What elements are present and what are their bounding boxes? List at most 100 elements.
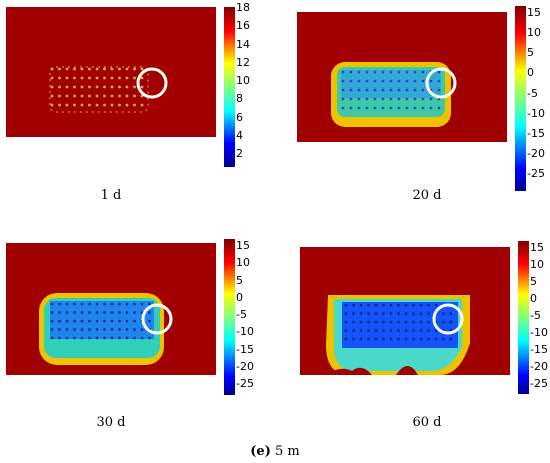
freeze-pipe-dot — [365, 70, 369, 74]
freeze-pipe-dot — [419, 312, 423, 315]
colorbar-tick-label: -25 — [236, 377, 254, 390]
freeze-pipe-dot — [373, 97, 377, 101]
freeze-pipe-dot — [73, 85, 76, 89]
freeze-pipe-dot — [357, 106, 361, 110]
freeze-pipe-dot — [140, 85, 144, 89]
colorbar-tick-label: 2 — [236, 147, 243, 160]
freeze-pipe-dot — [148, 336, 151, 340]
freeze-pipe-dot — [133, 311, 136, 314]
freeze-pipe-dot — [88, 67, 91, 71]
freeze-pipe-dot — [118, 319, 121, 323]
unfrozen-pockets — [326, 366, 418, 375]
freeze-pipe-dot — [357, 97, 361, 101]
colorbar — [224, 239, 235, 395]
colorbar-tick-label: 0 — [530, 292, 537, 305]
colorbar-tick-label: 15 — [527, 6, 541, 19]
freeze-pipe-dot — [419, 303, 423, 307]
freeze-pipe-dot — [427, 320, 430, 324]
freeze-pipe-dot — [50, 319, 54, 323]
freeze-pipe-dot — [374, 303, 378, 307]
freeze-pipe-dot — [88, 302, 91, 306]
freeze-pipe-dot — [133, 336, 136, 340]
freeze-pipe-dot — [148, 319, 151, 323]
panel-caption: 60 d — [412, 415, 442, 430]
freeze-pipe-dot — [50, 67, 54, 71]
freeze-pipe-dot — [357, 88, 361, 92]
freeze-pipe-dot — [118, 94, 121, 98]
freeze-pipe-dot — [88, 85, 91, 89]
freeze-pipe-dot — [341, 88, 345, 92]
freeze-pipe-dot — [103, 336, 106, 340]
freeze-pipe-dot — [73, 94, 76, 98]
freeze-pipe-dot — [65, 336, 69, 340]
freeze-pipe-dot — [65, 67, 69, 71]
freeze-pipe-dot — [95, 67, 99, 71]
freeze-pipe-dot — [80, 302, 84, 306]
freeze-pipe-dot — [88, 76, 91, 80]
freeze-pipe-dot — [118, 328, 121, 331]
freeze-pipe-dot — [65, 311, 69, 314]
colorbar-tick-label: 4 — [236, 128, 243, 142]
freeze-pipe-dot — [427, 329, 430, 332]
colorbar-tick-label: 10 — [527, 26, 541, 40]
freeze-pipe-dot — [110, 103, 114, 107]
freeze-pipe-dot — [421, 88, 425, 92]
freeze-pipe-dot — [133, 94, 136, 98]
freeze-pipe-dot — [80, 311, 84, 314]
freeze-pipe-dot — [125, 76, 129, 80]
freeze-pipe-dot — [352, 303, 355, 307]
freeze-pipe-dot — [73, 311, 76, 314]
freeze-pipe-dot — [389, 97, 393, 101]
freeze-pipe-dot — [374, 329, 378, 332]
freeze-pipe-dot — [140, 103, 144, 107]
figure-label: (e) — [250, 444, 271, 459]
freeze-pipe-dot — [429, 106, 433, 110]
tunnel-ring — [425, 67, 457, 99]
panel-60d — [300, 241, 550, 407]
figure-caption-text: 5 m — [274, 444, 300, 459]
freeze-pipe-dot — [118, 85, 121, 89]
freeze-pipe-dot — [50, 94, 54, 98]
freeze-pipe-dot — [95, 336, 99, 340]
freeze-pipe-dot — [381, 97, 385, 101]
freeze-pipe-dot — [344, 329, 348, 332]
freeze-pipe-dot — [341, 97, 345, 101]
freeze-pipe-dot — [110, 76, 114, 80]
freeze-pipe-dot — [381, 106, 385, 110]
freeze-pipe-dot — [421, 97, 425, 101]
freeze-pipe-dot — [95, 85, 99, 89]
freeze-pipe-dot — [359, 337, 363, 341]
freeze-pipe-dot — [413, 88, 417, 92]
freeze-pipe-dot — [50, 311, 54, 314]
freeze-pipe-dot — [133, 103, 136, 107]
freeze-pipe-dot — [405, 97, 409, 101]
freeze-pipe-dot — [421, 106, 425, 110]
freeze-pipe-dot — [133, 319, 136, 323]
freeze-pipe-dot — [412, 312, 415, 315]
freeze-pipe-dot — [118, 336, 121, 340]
freeze-pipe-dot — [118, 67, 121, 71]
freeze-pipe-dot — [405, 88, 409, 92]
colorbar-tick-label: -5 — [527, 86, 538, 100]
freeze-pipe-dot — [110, 302, 114, 306]
freeze-pipe-dot — [73, 336, 76, 340]
freeze-pipe-dot — [373, 70, 377, 74]
freeze-pipe-dot — [73, 328, 76, 331]
freeze-pipe-dot — [437, 106, 441, 110]
freeze-pipe-dot — [95, 302, 99, 306]
colorbar-tick-label: -10 — [530, 326, 548, 339]
freeze-pipe-dot — [73, 302, 76, 306]
freeze-pipe-dot — [397, 97, 401, 101]
freeze-pipe-dot — [419, 320, 423, 324]
freeze-pipe-dot — [389, 320, 393, 324]
freeze-pipe-dot — [389, 329, 393, 332]
freeze-pipe-dot — [374, 312, 378, 315]
freeze-pipe-dot — [442, 337, 445, 341]
colorbar-tick-label: -15 — [530, 343, 548, 356]
freeze-pipe-dot — [382, 329, 385, 332]
colorbar-ticks: 15 10 5 0 -5 -10 -15 -20 -25 — [530, 242, 550, 392]
colorbar-tick-label: -10 — [236, 325, 254, 339]
freeze-pipe-dot — [349, 106, 353, 110]
freeze-pipe-dot — [397, 329, 400, 332]
freeze-pipe-dot — [365, 79, 369, 83]
